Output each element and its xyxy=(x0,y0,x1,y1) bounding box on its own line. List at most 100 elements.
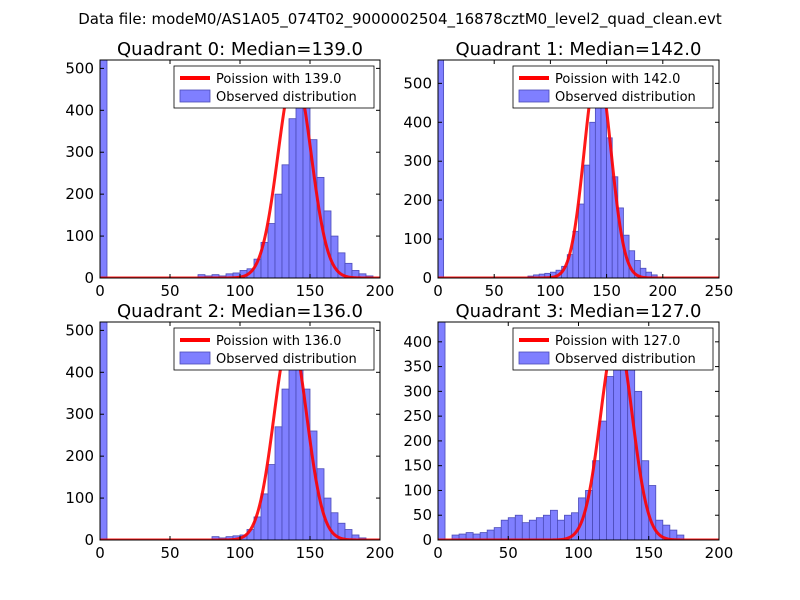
histogram-bar xyxy=(500,519,509,540)
y-tick-label: 500 xyxy=(403,74,432,92)
histogram-bar xyxy=(583,164,591,278)
x-tick-label: 200 xyxy=(705,544,734,562)
x-tick-label: 250 xyxy=(705,282,734,300)
legend-line-label: Poission with 142.0 xyxy=(555,72,680,87)
histogram-bar xyxy=(613,346,622,540)
histogram-bar xyxy=(676,534,685,540)
x-tick-label: 0 xyxy=(433,544,443,562)
figure-suptitle: Data file: modeM0/AS1A05_074T02_90000025… xyxy=(78,10,722,29)
y-tick-label: 500 xyxy=(65,321,94,339)
legend: Poission with 127.0 Observed distribution xyxy=(512,327,714,371)
y-tick-label: 200 xyxy=(403,432,432,450)
histogram-bar xyxy=(281,388,290,540)
subplot-title: Quadrant 3: Median=127.0 xyxy=(456,301,702,322)
y-tick-label: 400 xyxy=(403,113,432,131)
y-tick-label: 400 xyxy=(403,333,432,351)
y-tick-label: 150 xyxy=(403,457,432,475)
x-tick-label: 100 xyxy=(226,282,255,300)
legend-bar-label: Observed distribution xyxy=(216,90,357,105)
x-tick-label: 200 xyxy=(366,282,395,300)
y-tick-label: 100 xyxy=(403,230,432,248)
histogram-bar xyxy=(493,527,502,540)
y-tick-label: 250 xyxy=(403,407,432,425)
legend: Poission with 142.0 Observed distribution xyxy=(512,65,714,109)
subplot-title: Quadrant 0: Median=139.0 xyxy=(117,39,363,60)
y-tick-label: 100 xyxy=(65,227,94,245)
legend-bar-swatch xyxy=(179,89,211,103)
histogram-bar xyxy=(542,514,551,540)
subplot-quadrant-0: 0 50 100 150 200 0 100 200 300 400 500 Quadrant 0: … xyxy=(65,39,394,300)
histogram-bar xyxy=(100,322,108,540)
x-tick-label: 200 xyxy=(648,282,677,300)
histogram-bar xyxy=(288,355,297,540)
y-tick-label: 300 xyxy=(65,143,94,161)
y-tick-label: 200 xyxy=(65,447,94,465)
legend-bar-label: Observed distribution xyxy=(216,352,357,367)
x-tick-label: 150 xyxy=(296,544,325,562)
histogram-bar xyxy=(507,517,516,540)
x-tick-label: 150 xyxy=(634,544,663,562)
legend-line-label: Poission with 139.0 xyxy=(216,72,341,87)
histogram-bar xyxy=(267,464,276,540)
histogram-bar xyxy=(606,376,615,540)
histogram-bar xyxy=(521,522,530,540)
histogram-bar xyxy=(589,121,596,278)
histogram-bar xyxy=(295,80,304,278)
histogram-bar xyxy=(438,60,445,278)
y-tick-label: 100 xyxy=(403,481,432,499)
x-tick-label: 0 xyxy=(433,282,443,300)
histogram-bar xyxy=(100,60,108,278)
histogram-bar xyxy=(274,426,283,540)
x-tick-label: 150 xyxy=(296,282,325,300)
y-tick-label: 400 xyxy=(65,363,94,381)
legend: Poission with 136.0 Observed distribution xyxy=(173,327,375,371)
y-tick-label: 200 xyxy=(403,191,432,209)
plot-content xyxy=(438,322,719,540)
histogram-bar xyxy=(438,322,446,540)
axes-frame xyxy=(437,59,720,279)
y-tick-label: 100 xyxy=(65,489,94,507)
histogram-bar xyxy=(535,517,544,540)
x-tick-label: 50 xyxy=(485,282,504,300)
histogram-bar xyxy=(557,519,565,540)
legend-line-label: Poission with 136.0 xyxy=(216,334,341,349)
y-tick-label: 200 xyxy=(65,185,94,203)
subplot-quadrant-1: 0 50 100 150 200 250 0 100 200 300 400 500 Quadrant … xyxy=(403,39,733,300)
x-tick-label: 50 xyxy=(160,544,179,562)
histogram-bar xyxy=(351,534,360,540)
subplot-title: Quadrant 2: Median=136.0 xyxy=(117,301,363,322)
x-tick-label: 100 xyxy=(226,544,255,562)
histogram-bar xyxy=(550,509,558,540)
histogram-bar xyxy=(267,223,276,278)
histogram-bar xyxy=(600,102,607,278)
subplot-quadrant-3: 0 50 100 150 200 0 50 100 150 200 250 300 350 400 Quad… xyxy=(403,301,733,562)
y-tick-label: 0 xyxy=(84,269,94,287)
y-tick-label: 300 xyxy=(65,405,94,423)
legend-line-label: Poission with 127.0 xyxy=(555,334,680,349)
histogram-bar xyxy=(288,118,297,278)
legend-bar-label: Observed distribution xyxy=(555,90,696,105)
x-tick-label: 150 xyxy=(592,282,621,300)
x-tick-label: 50 xyxy=(499,544,518,562)
histogram-bar xyxy=(594,94,602,278)
y-tick-label: 300 xyxy=(403,382,432,400)
y-tick-label: 0 xyxy=(84,531,94,549)
histogram-bar xyxy=(599,420,608,540)
y-tick-label: 0 xyxy=(422,531,432,549)
y-tick-label: 500 xyxy=(65,59,94,77)
histogram-bar xyxy=(528,519,537,540)
legend-bar-swatch xyxy=(518,351,550,365)
legend: Poission with 139.0 Observed distribution xyxy=(173,65,375,109)
histogram-bar xyxy=(578,203,585,278)
legend-bar-swatch xyxy=(518,89,550,103)
y-tick-label: 0 xyxy=(422,269,432,287)
legend-bar-swatch xyxy=(179,351,211,365)
subplot-title: Quadrant 1: Median=142.0 xyxy=(456,39,702,60)
x-tick-label: 0 xyxy=(95,544,105,562)
subplot-quadrant-2: 0 50 100 150 200 0 100 200 300 400 500 Quadrant 2: … xyxy=(65,301,394,562)
legend-bar-label: Observed distribution xyxy=(555,352,696,367)
y-tick-label: 400 xyxy=(65,101,94,119)
y-tick-label: 350 xyxy=(403,358,432,376)
